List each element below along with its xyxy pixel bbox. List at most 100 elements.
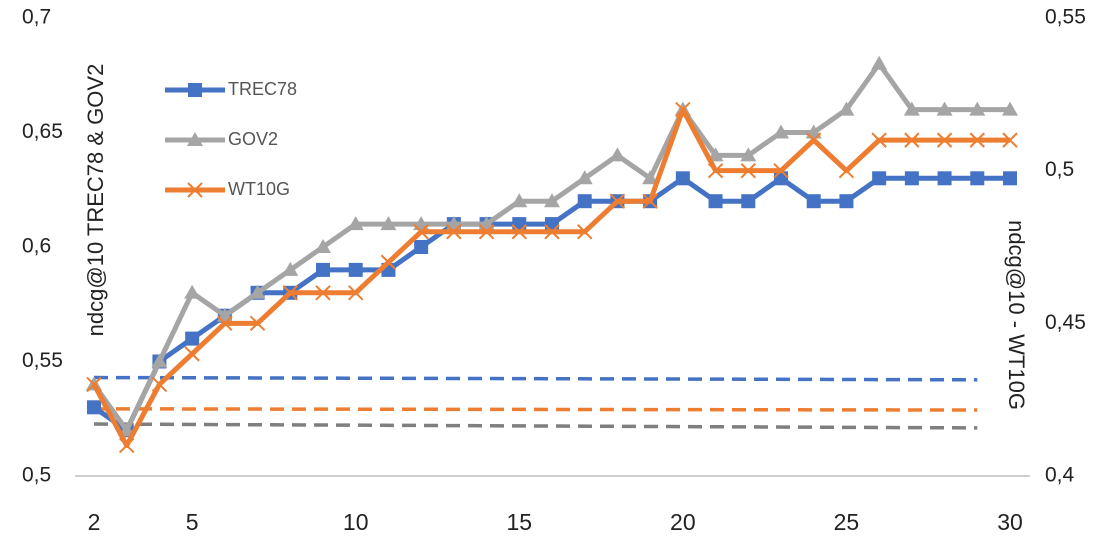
marker xyxy=(544,224,560,240)
legend-marker xyxy=(187,182,203,198)
y-tick-label: 0,7 xyxy=(22,6,51,29)
marker xyxy=(642,193,658,209)
legend-marker xyxy=(187,132,203,146)
marker xyxy=(544,193,560,208)
marker xyxy=(348,285,364,301)
marker xyxy=(184,284,201,299)
marker xyxy=(675,101,691,118)
marker xyxy=(740,162,756,179)
marker xyxy=(707,147,724,162)
marker xyxy=(806,194,821,209)
marker xyxy=(642,170,659,185)
marker xyxy=(249,315,266,332)
y2-tick-label: 0,45 xyxy=(1045,311,1086,334)
marker xyxy=(380,216,397,231)
y-tick-label: 0,55 xyxy=(22,349,63,372)
marker xyxy=(1002,101,1018,116)
baseline xyxy=(93,375,978,382)
marker xyxy=(380,254,397,270)
series-line xyxy=(91,107,1010,448)
marker xyxy=(413,224,429,240)
marker xyxy=(577,194,592,209)
marker xyxy=(87,400,101,415)
marker xyxy=(511,193,528,208)
x-tick-label: 15 xyxy=(506,509,532,535)
marker xyxy=(511,224,527,240)
marker xyxy=(970,171,985,186)
marker xyxy=(936,132,953,148)
marker xyxy=(806,132,822,148)
marker xyxy=(545,217,559,232)
marker xyxy=(576,170,593,185)
marker xyxy=(969,101,986,116)
marker xyxy=(937,171,952,186)
marker xyxy=(969,132,985,148)
legend-label: GOV2 xyxy=(228,129,278,149)
y-tick-label: 0,5 xyxy=(22,464,51,487)
marker xyxy=(871,132,887,148)
y-tick-label: 0,6 xyxy=(22,235,51,258)
marker xyxy=(446,224,462,240)
marker xyxy=(1003,171,1017,186)
series-line xyxy=(92,175,1010,433)
y-tick-label: 0,65 xyxy=(22,120,63,143)
marker xyxy=(773,124,789,139)
marker xyxy=(86,376,102,393)
marker xyxy=(707,162,724,179)
x-tick-label: 25 xyxy=(834,509,860,535)
marker xyxy=(282,261,299,276)
marker xyxy=(478,224,495,240)
marker xyxy=(838,101,855,116)
marker xyxy=(609,147,626,162)
marker xyxy=(348,262,363,277)
y2-axis-title: ndcg@10 - WT10G xyxy=(1004,220,1029,410)
marker xyxy=(184,346,200,362)
marker xyxy=(675,171,690,186)
marker xyxy=(151,376,168,393)
y-axis-title: ndcg@10 TREC78 & GOV2 xyxy=(83,64,108,337)
baseline xyxy=(93,422,978,430)
marker xyxy=(512,217,527,232)
marker xyxy=(741,194,756,209)
marker xyxy=(249,284,266,299)
baseline xyxy=(93,407,978,412)
marker xyxy=(282,285,298,301)
x-tick-label: 5 xyxy=(186,509,199,535)
marker xyxy=(315,239,331,253)
marker xyxy=(119,437,135,454)
marker xyxy=(347,216,364,231)
x-tick-label: 10 xyxy=(343,509,369,535)
legend-marker xyxy=(188,83,202,97)
marker xyxy=(708,194,723,209)
marker xyxy=(838,162,855,179)
marker xyxy=(217,315,233,332)
y2-tick-label: 0,5 xyxy=(1045,158,1074,181)
x-tick-label: 2 xyxy=(88,509,101,535)
marker xyxy=(315,285,331,301)
marker xyxy=(904,171,919,186)
y2-tick-label: 0,4 xyxy=(1045,464,1075,487)
y2-tick-label: 0,55 xyxy=(1045,6,1086,29)
marker xyxy=(609,193,626,209)
marker xyxy=(871,55,888,70)
marker xyxy=(1002,132,1018,148)
marker xyxy=(414,240,429,254)
x-tick-label: 30 xyxy=(997,509,1023,535)
marker xyxy=(740,147,757,162)
marker xyxy=(936,101,953,116)
marker xyxy=(118,422,135,437)
legend-label: TREC78 xyxy=(228,79,297,99)
x-tick-label: 20 xyxy=(670,509,696,535)
marker xyxy=(316,262,330,277)
marker xyxy=(872,171,887,186)
marker xyxy=(774,171,788,186)
marker xyxy=(185,331,200,346)
marker xyxy=(151,353,168,368)
marker xyxy=(903,101,920,116)
marker xyxy=(904,132,920,148)
marker xyxy=(577,224,593,240)
marker xyxy=(839,194,854,209)
series-line xyxy=(91,61,1010,433)
marker xyxy=(773,162,789,179)
